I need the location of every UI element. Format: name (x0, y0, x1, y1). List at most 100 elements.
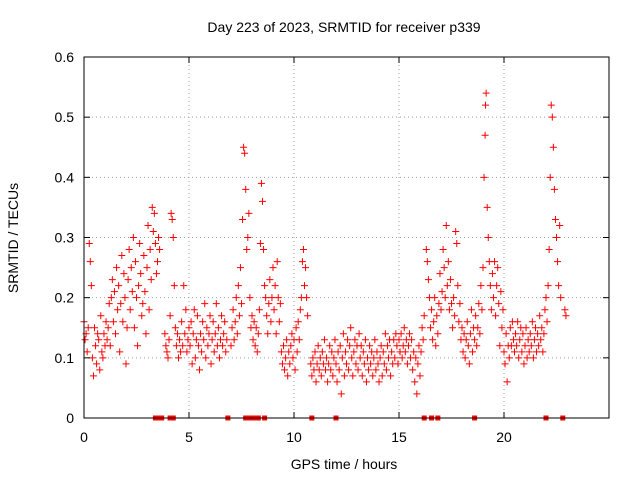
data-point (291, 366, 299, 374)
data-point (205, 330, 213, 338)
data-point (253, 348, 261, 356)
data-point (461, 354, 469, 362)
data-point (173, 330, 181, 338)
data-point (527, 342, 535, 350)
data-point (419, 336, 427, 344)
data-point (456, 300, 464, 308)
data-point (257, 179, 265, 187)
data-point (337, 390, 345, 398)
data-point (266, 276, 274, 284)
data-point (475, 300, 483, 308)
data-point (164, 354, 172, 362)
data-point (423, 258, 431, 266)
data-point (362, 378, 370, 386)
data-point (246, 294, 254, 302)
data-point (340, 372, 348, 380)
data-point (520, 360, 528, 368)
data-point (367, 360, 375, 368)
y-tick-label: 0.3 (55, 230, 75, 246)
data-point (170, 282, 178, 290)
data-point (178, 318, 186, 326)
data-point (309, 354, 317, 362)
x-tick-label: 20 (496, 429, 512, 445)
data-point (145, 306, 153, 314)
data-point (183, 348, 191, 356)
data-point (348, 354, 356, 362)
data-point (235, 312, 243, 320)
data-point (343, 360, 350, 368)
data-point (243, 246, 251, 254)
data-point (293, 348, 301, 356)
data-point (354, 366, 362, 374)
data-point (464, 342, 472, 350)
data-point (501, 360, 509, 368)
data-point (251, 342, 259, 350)
data-point (83, 348, 91, 356)
data-point (91, 324, 98, 332)
x-tick-label: 15 (391, 429, 407, 445)
data-point (465, 360, 473, 368)
data-point (420, 312, 428, 320)
data-point (369, 372, 377, 380)
data-point (206, 312, 214, 320)
data-point (197, 330, 205, 338)
data-point (403, 360, 411, 368)
data-point (81, 336, 89, 344)
data-point (482, 89, 490, 97)
data-point (130, 324, 138, 332)
data-point (366, 342, 374, 350)
data-point (296, 306, 304, 314)
data-point (169, 234, 177, 241)
data-point (299, 246, 307, 254)
data-point (114, 306, 122, 314)
data-point (221, 318, 229, 326)
data-point (214, 324, 222, 332)
data-point (378, 372, 386, 380)
data-point (219, 342, 227, 350)
data-point (165, 336, 173, 344)
data-point (550, 185, 558, 193)
data-point (472, 312, 480, 320)
data-point (112, 330, 119, 338)
data-point (467, 306, 475, 314)
data-point (134, 342, 142, 350)
data-point (88, 354, 96, 362)
data-point (280, 342, 287, 350)
data-point (147, 276, 155, 284)
data-point (347, 324, 355, 332)
data-point (514, 318, 522, 326)
data-point (116, 348, 124, 356)
data-point (263, 312, 271, 320)
data-point (400, 324, 408, 332)
data-point (295, 336, 303, 344)
data-point (92, 342, 100, 350)
data-point (519, 330, 527, 338)
data-point (515, 354, 523, 362)
data-point (230, 336, 238, 344)
data-point (207, 360, 215, 368)
data-point (442, 221, 450, 229)
data-point (529, 354, 537, 362)
data-point (260, 246, 268, 254)
data-point (177, 348, 185, 356)
data-point (302, 264, 310, 272)
data-point (494, 264, 502, 272)
data-point (345, 366, 353, 374)
data-point (203, 324, 211, 332)
data-point (553, 234, 560, 241)
data-point (261, 282, 269, 290)
data-point (273, 258, 281, 266)
data-point (276, 300, 284, 308)
data-point (428, 306, 436, 314)
data-point (388, 348, 396, 356)
data-point (505, 354, 513, 362)
data-point (351, 336, 359, 344)
data-point (229, 306, 237, 314)
data-point (458, 324, 466, 332)
data-point (474, 324, 482, 332)
data-point (198, 348, 206, 356)
data-point (241, 149, 249, 157)
data-point (317, 372, 325, 380)
y-tick-label: 0.6 (55, 49, 75, 65)
data-point (107, 294, 115, 302)
